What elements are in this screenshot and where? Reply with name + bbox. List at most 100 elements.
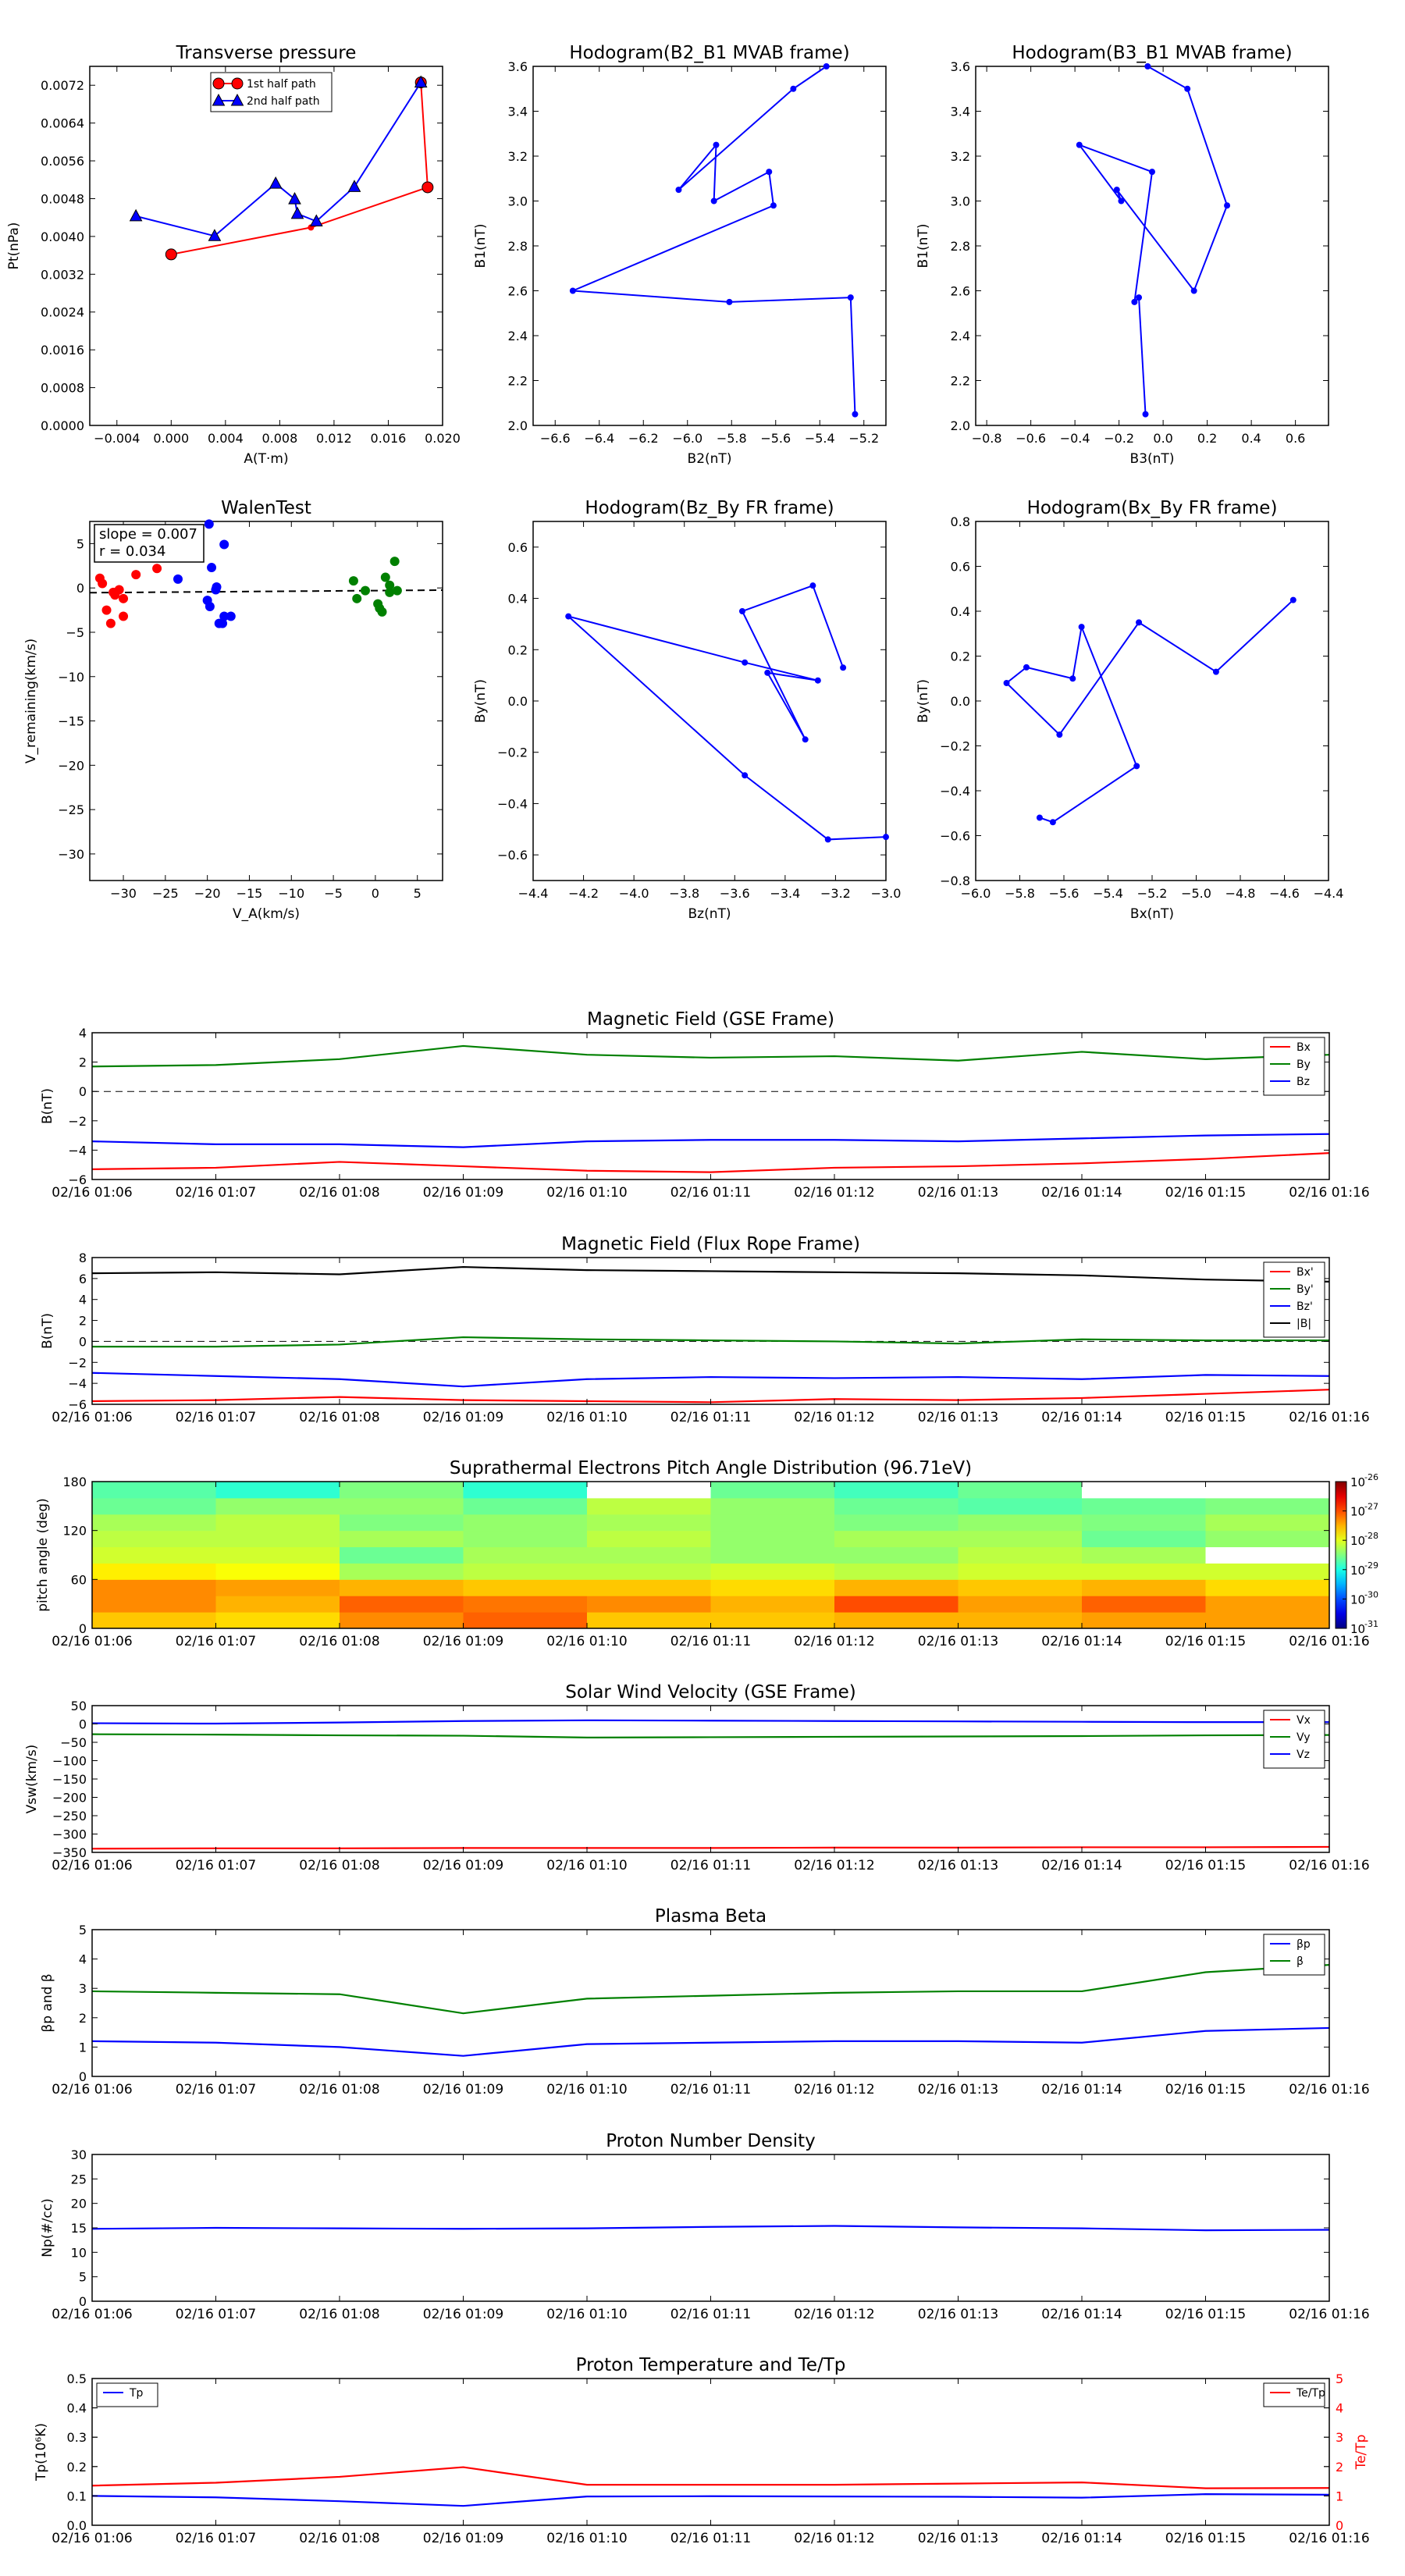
y-tick-label: 0.0064 bbox=[41, 116, 84, 131]
y-tick-label: 0.0056 bbox=[41, 154, 84, 169]
x-tick-label: 02/16 01:14 bbox=[1041, 2307, 1122, 2322]
heatmap-cell bbox=[834, 1530, 959, 1548]
chart-pitch-angle: Suprathermal Electrons Pitch Angle Distr… bbox=[35, 1458, 1378, 1649]
y-tick-label: 1 bbox=[79, 2040, 87, 2055]
x-tick-label: 02/16 01:15 bbox=[1165, 2082, 1246, 2097]
x-tick-label: 02/16 01:13 bbox=[918, 2307, 998, 2322]
legend-label: β bbox=[1297, 1955, 1304, 1968]
data-point bbox=[766, 169, 773, 176]
chart-title: Transverse pressure bbox=[176, 43, 357, 63]
data-point bbox=[1149, 169, 1155, 176]
data-point bbox=[94, 573, 105, 583]
heatmap-cell bbox=[463, 1514, 588, 1532]
heatmap-cell bbox=[92, 1530, 216, 1548]
heatmap-cell bbox=[92, 1482, 216, 1499]
data-point bbox=[847, 294, 854, 301]
series-line-Np bbox=[91, 2225, 1330, 2232]
x-tick-label: −5.6 bbox=[1049, 886, 1080, 901]
heatmap-cell bbox=[834, 1482, 959, 1499]
y-tick-label: −30 bbox=[58, 847, 84, 862]
data-point bbox=[565, 613, 572, 620]
heatmap-cell bbox=[587, 1530, 711, 1548]
data-point bbox=[119, 611, 129, 621]
x-tick-label: −5.2 bbox=[1137, 886, 1168, 901]
data-point bbox=[219, 539, 229, 550]
series-line-1 bbox=[135, 82, 422, 237]
series-line-Vz bbox=[91, 1719, 1329, 1725]
heatmap-cell bbox=[463, 1497, 588, 1515]
x-tick-label: 02/16 01:08 bbox=[299, 2082, 379, 2097]
y-tick-label: 120 bbox=[62, 1524, 87, 1539]
heatmap-cell bbox=[1082, 1596, 1206, 1613]
x-tick-label: 02/16 01:12 bbox=[794, 2082, 874, 2097]
data-point bbox=[389, 557, 400, 567]
y-tick-label: 3.0 bbox=[951, 194, 970, 209]
x-tick-label: 02/16 01:08 bbox=[299, 1185, 379, 1201]
y-tick-label: 0.0048 bbox=[41, 191, 84, 206]
x-tick-label: 02/16 01:15 bbox=[1165, 2307, 1246, 2322]
x-tick-label: 02/16 01:11 bbox=[670, 2082, 751, 2097]
x-tick-label: 0.0 bbox=[1153, 431, 1172, 446]
data-point bbox=[108, 587, 119, 597]
plot-frame bbox=[975, 521, 1329, 881]
x-tick-label: 02/16 01:12 bbox=[794, 1858, 874, 1873]
x-tick-label: 02/16 01:11 bbox=[670, 1858, 751, 1873]
y-tick-label: 2.4 bbox=[508, 329, 528, 343]
x-tick-label: 02/16 01:07 bbox=[176, 2531, 256, 2546]
y-tick-label: 2.2 bbox=[951, 374, 970, 389]
data-point bbox=[790, 85, 797, 92]
colorbar-tick-label: 10 bbox=[1350, 1622, 1365, 1636]
x-tick-label: −4.0 bbox=[619, 886, 649, 901]
x-tick-label: 02/16 01:12 bbox=[794, 1185, 874, 1201]
x-tick-label: 02/16 01:12 bbox=[794, 1634, 874, 1649]
y-axis-label: B1(nT) bbox=[473, 224, 489, 269]
legend-box bbox=[1263, 1934, 1325, 1976]
heatmap-cell bbox=[587, 1546, 711, 1564]
y-tick-label: 10 bbox=[71, 2245, 87, 2260]
x-tick-label: −4.4 bbox=[1314, 886, 1344, 901]
heatmap-cell bbox=[834, 1612, 959, 1629]
y-tick-label: 0.6 bbox=[508, 540, 528, 555]
data-point bbox=[422, 181, 434, 194]
y-axis-label: βp and β bbox=[40, 1973, 55, 2032]
y-tick-label: −0.6 bbox=[497, 848, 528, 863]
data-point bbox=[1003, 680, 1010, 686]
x-tick-label: −6.0 bbox=[961, 886, 991, 901]
data-point bbox=[385, 580, 395, 590]
plot-frame bbox=[89, 521, 443, 881]
x-tick-label: 02/16 01:10 bbox=[546, 1634, 627, 1649]
data-point bbox=[1136, 619, 1143, 626]
data-point bbox=[1144, 63, 1151, 69]
y-tick-label: −4 bbox=[68, 1143, 87, 1158]
y-tick-label: 2 bbox=[79, 1314, 87, 1329]
y-tick-label: 0.0000 bbox=[41, 418, 84, 433]
x-tick-label: −15 bbox=[237, 886, 263, 901]
data-point bbox=[1224, 202, 1231, 209]
legend-marker bbox=[212, 77, 225, 90]
x-tick-label: −6.2 bbox=[628, 431, 659, 446]
x-tick-label: 02/16 01:12 bbox=[794, 2531, 874, 2546]
y-axis-label: B1(nT) bbox=[916, 224, 931, 269]
x-tick-label: −3.0 bbox=[871, 886, 902, 901]
x-tick-label: 02/16 01:15 bbox=[1165, 1858, 1246, 1873]
x-tick-label: 02/16 01:11 bbox=[670, 1410, 751, 1425]
x-tick-label: −20 bbox=[194, 886, 221, 901]
plot-frame bbox=[532, 521, 887, 881]
heatmap-cell bbox=[215, 1563, 340, 1580]
legend-marker bbox=[230, 93, 244, 106]
chart-plasma-beta: Plasma Beta 0 1 2 3 4 5 02/16 01:06 02/16 01:07 0… bbox=[40, 1906, 1370, 2097]
colorbar-tick-label: 10 bbox=[1350, 1592, 1365, 1606]
data-point bbox=[309, 214, 323, 227]
x-axis-label: B2(nT) bbox=[688, 451, 732, 467]
y-tick-label: 0.2 bbox=[951, 649, 970, 664]
data-point bbox=[1184, 85, 1191, 92]
x-tick-label: 02/16 01:14 bbox=[1041, 1634, 1122, 1649]
x-tick-label: 02/16 01:09 bbox=[423, 1634, 503, 1649]
data-point bbox=[1078, 624, 1085, 631]
heatmap-cell bbox=[340, 1596, 464, 1613]
x-tick-label: 02/16 01:16 bbox=[1289, 1410, 1369, 1425]
heatmap-cell bbox=[463, 1596, 588, 1613]
data-point bbox=[840, 664, 847, 671]
x-tick-label: 02/16 01:16 bbox=[1289, 2531, 1369, 2546]
series-line-0 bbox=[572, 66, 856, 415]
